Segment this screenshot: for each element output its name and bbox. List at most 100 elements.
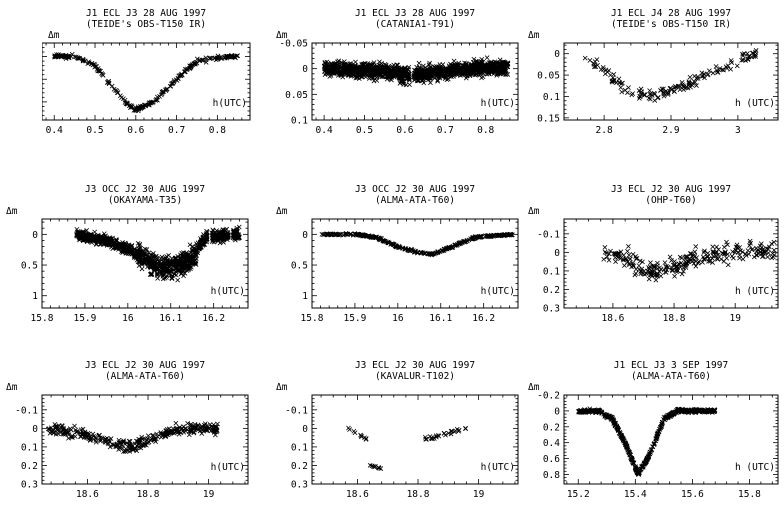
data-point [363,437,369,442]
data-point [404,68,410,74]
data-point [169,428,175,434]
data-point [630,251,636,257]
data-point [446,430,452,436]
data-point [154,267,159,273]
x-tick-label: 2.9 [662,125,679,136]
data-point [161,257,167,263]
data-point [342,231,348,237]
data-point [455,242,460,248]
data-point [611,72,617,77]
data-point [719,67,725,73]
x-tick-label: 19 [203,489,215,500]
chart-panel: J3 ECL J2 30 AUG 1997 (KAVALUR-T102) Δm 18.… [270,352,520,527]
data-point [173,420,179,426]
data-point [672,85,677,91]
data-point [471,236,477,242]
data-point [386,240,392,246]
data-point [192,252,197,258]
data-point [179,71,184,77]
x-tick-label: 0.6 [396,125,413,136]
data-point [203,426,209,432]
x-axis-label: h(UTC) [481,98,515,109]
data-point [356,69,361,75]
data-point [705,253,711,259]
data-point [166,263,171,269]
data-point [694,75,699,81]
data-point [420,76,425,81]
data-point [720,250,726,256]
chart-panel: J3 ECL J2 30 AUG 1997 (ALMA-ATA-T60) Δm 18.… [0,352,270,527]
data-point [175,277,181,283]
data-point [50,429,56,435]
data-point [714,244,719,250]
data-point [462,68,468,74]
chart-panel: J1 ECL J3 28 AUG 1997 (TEIDE's OBS-T150 I… [42,0,270,163]
chart-title: J3 ECL J2 30 AUG 1997 [354,360,476,371]
y-tick-label: -0.1 [537,229,560,240]
data-point [183,252,189,257]
data-point [385,68,391,74]
data-point [751,54,757,59]
data-point [393,243,399,249]
data-point [145,102,151,108]
data-point [358,433,364,439]
data-point [121,246,127,252]
data-point [430,251,436,256]
data-point [177,267,183,273]
data-point [67,426,73,432]
data-point [412,248,418,254]
x-tick-label: 0.5 [86,125,103,136]
data-point [225,233,231,239]
data-point [648,269,653,275]
x-tick-label: 0.6 [127,125,144,136]
data-point [324,70,329,76]
data-point [489,63,495,68]
data-point [176,431,182,437]
data-point [142,442,148,448]
y-tick-label: 0.3 [21,480,38,491]
data-point [648,272,654,278]
data-point [492,70,498,75]
data-point [602,249,608,255]
data-point [132,253,138,259]
data-point [654,272,660,278]
data-point [471,56,477,62]
data-point [702,75,707,81]
data-point [353,59,358,65]
chart-title: J3 OCC J2 30 AUG 1997 [354,184,476,195]
data-point [666,90,671,96]
data-point [191,425,197,431]
data-point [456,60,462,66]
data-point [468,68,474,74]
y-tick-label: -0.1 [285,405,308,416]
data-point [70,435,75,440]
data-point [86,59,91,65]
data-point [423,73,429,79]
data-point [190,426,196,432]
data-point [116,437,122,443]
plot-svg: 0.40.50.60.70.800.10.2h(UTC) [42,42,251,136]
data-point [743,251,748,257]
data-point [458,66,464,72]
data-point [497,70,503,76]
data-point [148,100,154,106]
data-point [642,92,647,98]
data-point [679,255,685,261]
data-point [135,439,140,444]
data-point [433,433,439,439]
data-point [226,53,232,59]
data-point [639,266,645,272]
y-tick-label: 0.15 [537,113,560,124]
data-point [676,261,682,267]
x-tick-label: 16 [122,313,134,324]
data-point [212,425,218,430]
data-point [670,262,676,268]
y-tick-label: 0 [554,49,560,60]
y-tick-label: 0.2 [21,461,38,472]
data-point [385,70,391,76]
data-point [116,241,122,247]
data-point [432,251,437,257]
data-point [218,54,224,60]
data-point [80,232,86,237]
data-point [463,425,468,431]
